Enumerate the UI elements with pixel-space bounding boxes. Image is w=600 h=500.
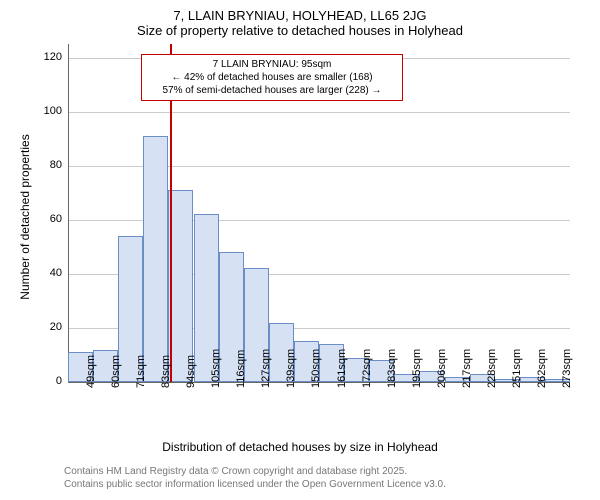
y-tick-label: 40 — [34, 267, 62, 279]
chart-title-line1: 7, LLAIN BRYNIAU, HOLYHEAD, LL65 2JG — [0, 8, 600, 23]
x-tick-label: 116sqm — [235, 350, 247, 388]
x-tick-label: 127sqm — [260, 349, 272, 388]
x-tick-label: 139sqm — [285, 349, 297, 388]
x-tick-label: 172sqm — [361, 349, 373, 388]
x-tick-label: 105sqm — [210, 349, 222, 388]
x-tick-label: 71sqm — [135, 355, 147, 388]
y-axis-label: Number of detached properties — [18, 117, 32, 317]
chart-title-line2: Size of property relative to detached ho… — [0, 23, 600, 38]
x-tick-label: 273sqm — [561, 349, 573, 388]
y-tick-label: 100 — [34, 105, 62, 117]
x-tick-label: 228sqm — [486, 349, 498, 388]
y-tick-label: 60 — [34, 213, 62, 225]
histogram-bar — [168, 190, 193, 382]
x-tick-label: 94sqm — [185, 355, 197, 388]
x-tick-label: 150sqm — [310, 349, 322, 388]
y-axis-line — [68, 44, 69, 382]
y-tick-label: 20 — [34, 321, 62, 333]
x-tick-label: 206sqm — [436, 349, 448, 388]
x-tick-label: 262sqm — [536, 349, 548, 388]
footer-line1: Contains HM Land Registry data © Crown c… — [64, 466, 407, 477]
x-tick-label: 183sqm — [386, 349, 398, 388]
x-tick-label: 49sqm — [85, 355, 97, 388]
y-tick-label: 0 — [34, 375, 62, 387]
y-tick-label: 120 — [34, 51, 62, 63]
x-axis-label: Distribution of detached houses by size … — [0, 440, 600, 454]
histogram-bar — [143, 136, 168, 382]
annotation-line2: ← 42% of detached houses are smaller (16… — [148, 71, 396, 84]
x-tick-label: 195sqm — [411, 349, 423, 388]
annotation-line3: 57% of semi-detached houses are larger (… — [148, 84, 396, 97]
chart-container: 7, LLAIN BRYNIAU, HOLYHEAD, LL65 2JG Siz… — [0, 0, 600, 500]
grid-line — [68, 112, 570, 113]
footer-line2: Contains public sector information licen… — [64, 479, 446, 490]
chart-title-block: 7, LLAIN BRYNIAU, HOLYHEAD, LL65 2JG Siz… — [0, 0, 600, 38]
x-tick-label: 60sqm — [110, 355, 122, 388]
y-tick-label: 80 — [34, 159, 62, 171]
x-tick-label: 251sqm — [511, 349, 523, 388]
x-tick-label: 83sqm — [160, 355, 172, 388]
x-tick-label: 217sqm — [461, 349, 473, 388]
x-tick-label: 161sqm — [336, 349, 348, 388]
annotation-box: 7 LLAIN BRYNIAU: 95sqm ← 42% of detached… — [141, 54, 403, 101]
annotation-line1: 7 LLAIN BRYNIAU: 95sqm — [148, 58, 396, 71]
